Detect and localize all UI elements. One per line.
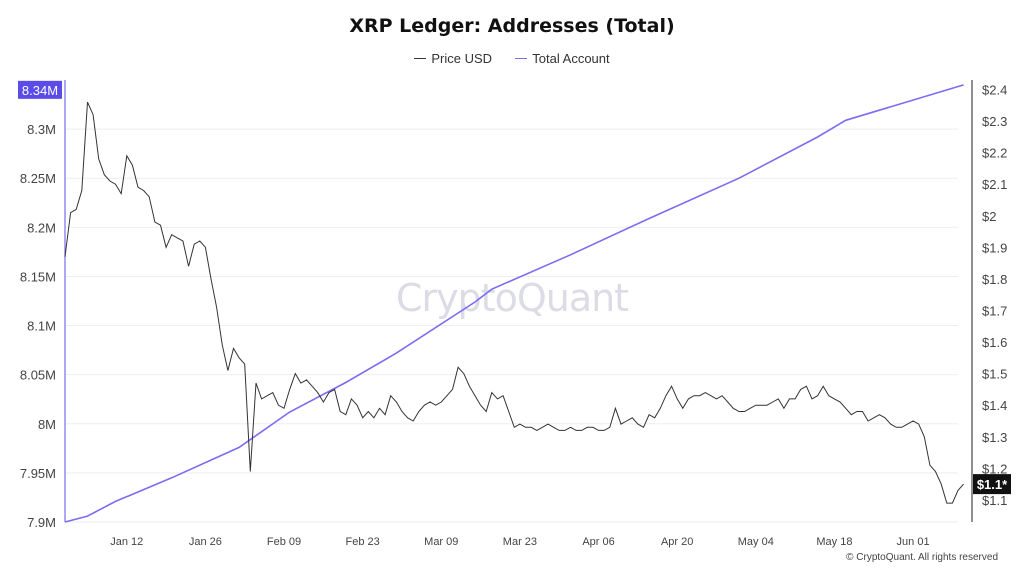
right-axis-tick-label: $1.9: [982, 240, 1007, 255]
x-axis-tick-label: Apr 20: [661, 536, 693, 548]
left-axis-tick-label: 7.95M: [20, 466, 56, 481]
right-axis-tick-label: $1.6: [982, 335, 1007, 350]
total-account-line: [64, 84, 964, 523]
x-axis-tick-label: Mar 23: [503, 536, 537, 548]
right-axis-tick-label: $1.1: [982, 493, 1007, 508]
x-axis-tick-label: Jun 01: [897, 536, 930, 548]
right-axis-tick-label: $2.3: [982, 114, 1007, 129]
left-axis-tick-label: 8.2M: [27, 220, 56, 235]
x-axis-tick-label: Feb 23: [346, 536, 380, 548]
copyright-credit: © CryptoQuant. All rights reserved: [846, 552, 998, 563]
right-axis-tick-label: $2.4: [982, 82, 1007, 97]
accounts-legend-label: Total Account: [532, 51, 610, 67]
left-axis-tick-label: 8.3M: [27, 122, 56, 137]
right-axis-tick-label: $1.5: [982, 367, 1007, 382]
right-axis-tick-label: $2: [982, 209, 996, 224]
price-legend-swatch: [414, 58, 427, 60]
left-axis-tick-label: 8.15M: [20, 269, 56, 284]
right-axis-tick-label: $1.2: [982, 461, 1007, 476]
x-axis-tick-label: Feb 09: [267, 536, 301, 548]
left-axis-tick-label: 8.05M: [20, 368, 56, 383]
left-axis-tick-label: 8.1M: [27, 319, 56, 334]
x-axis-tick-label: Jan 26: [189, 536, 222, 548]
left-axis-tick-label: 8.25M: [20, 171, 56, 186]
x-axis-tick-label: May 18: [816, 536, 852, 548]
right-axis-tick-label: $1.8: [982, 272, 1007, 287]
x-axis-tick-label: Apr 06: [582, 536, 614, 548]
x-axis-tick-label: Mar 09: [424, 536, 458, 548]
price-usd-line: [64, 101, 964, 504]
right-axis-tick-label: $1.7: [982, 303, 1007, 318]
right-axis-tick-label: $1.3: [982, 430, 1007, 445]
left-axis-highlight-label: 8.34M: [22, 83, 58, 98]
right-axis-tick-label: $1.4: [982, 398, 1007, 413]
right-axis-tick-label: $2.1: [982, 177, 1007, 192]
watermark: CryptoQuant: [395, 276, 629, 320]
right-axis-highlight-label: $1.1*: [977, 477, 1008, 492]
right-axis-highlight-badge: [973, 474, 1011, 495]
right-axis-tick-label: $2.2: [982, 146, 1007, 161]
left-axis-tick-label: 7.9M: [27, 515, 56, 530]
left-axis-highlight-badge: [18, 80, 62, 99]
accounts-legend-swatch: [515, 58, 528, 60]
x-axis-tick-label: Jan 12: [110, 536, 143, 548]
price-legend-label: Price USD: [431, 51, 493, 67]
chart-legend: Price USD Total Account: [0, 50, 1024, 66]
x-axis-tick-label: May 04: [738, 536, 774, 548]
chart-title: XRP Ledger: Addresses (Total): [349, 15, 675, 37]
left-axis-tick-label: 8M: [38, 417, 56, 432]
